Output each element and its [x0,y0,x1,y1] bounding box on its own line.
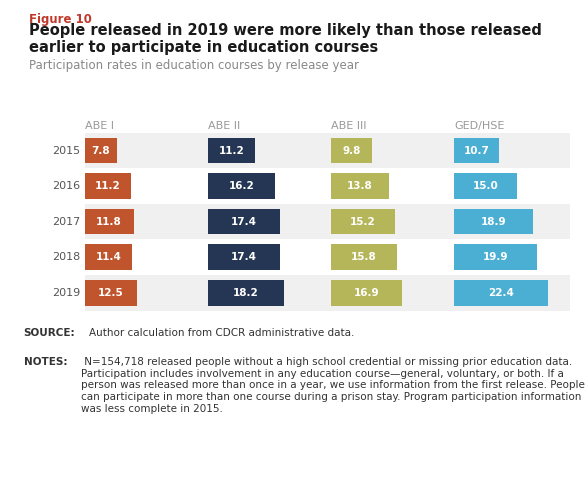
Bar [85,239,570,275]
Bar [85,244,132,270]
Bar [85,204,570,239]
Text: NOTES:: NOTES: [24,357,67,367]
Text: 2018: 2018 [52,253,81,262]
Text: 15.0: 15.0 [473,181,499,191]
Text: 10.7: 10.7 [464,146,490,155]
Text: 18.9: 18.9 [481,217,507,226]
Bar [85,133,570,168]
Text: earlier to participate in education courses: earlier to participate in education cour… [29,40,379,55]
Text: 2016: 2016 [52,181,81,191]
Bar [85,173,131,199]
Text: People released in 2019 were more likely than those released: People released in 2019 were more likely… [29,23,542,38]
Text: N=154,718 released people without a high school credential or missing prior educ: N=154,718 released people without a high… [81,357,585,414]
Bar [455,138,499,163]
Text: 18.2: 18.2 [233,288,259,298]
Text: Participation rates in education courses by release year: Participation rates in education courses… [29,59,359,72]
Text: 11.4: 11.4 [95,253,121,262]
Text: 22.4: 22.4 [488,288,514,298]
Text: ABE II: ABE II [208,121,240,131]
Bar [208,244,280,270]
Text: ABE III: ABE III [331,121,366,131]
Bar [85,209,134,234]
Text: 9.8: 9.8 [342,146,360,155]
Text: 17.4: 17.4 [231,253,257,262]
Bar [85,280,137,306]
Text: Figure 10: Figure 10 [29,13,92,26]
Text: 11.2: 11.2 [218,146,244,155]
Text: 2017: 2017 [52,217,81,226]
Text: 17.4: 17.4 [231,217,257,226]
Text: 11.8: 11.8 [96,217,122,226]
Text: 13.8: 13.8 [347,181,373,191]
Bar [331,244,397,270]
Text: SOURCE:: SOURCE: [24,328,75,338]
Text: 11.2: 11.2 [95,181,121,191]
Text: 15.2: 15.2 [350,217,376,226]
Bar [208,209,280,234]
Bar [331,209,395,234]
Bar [208,138,255,163]
Text: 12.5: 12.5 [98,288,123,298]
Bar [455,280,548,306]
Bar [455,209,533,234]
Text: 15.8: 15.8 [351,253,377,262]
Text: Author calculation from CDCR administrative data.: Author calculation from CDCR administrat… [89,328,355,338]
Bar [331,138,372,163]
Text: 19.9: 19.9 [483,253,509,262]
Bar [85,168,570,204]
Text: 16.2: 16.2 [229,181,255,191]
Bar [455,173,517,199]
Text: ABE I: ABE I [85,121,113,131]
Bar [208,280,284,306]
Bar [455,244,537,270]
Text: 2019: 2019 [52,288,81,298]
Text: 2015: 2015 [52,146,81,155]
Text: GED/HSE: GED/HSE [455,121,505,131]
Bar [85,138,117,163]
Bar [331,173,389,199]
Bar [85,275,570,311]
Bar [331,280,402,306]
Text: 7.8: 7.8 [92,146,110,155]
Bar [208,173,275,199]
Text: 16.9: 16.9 [353,288,379,298]
